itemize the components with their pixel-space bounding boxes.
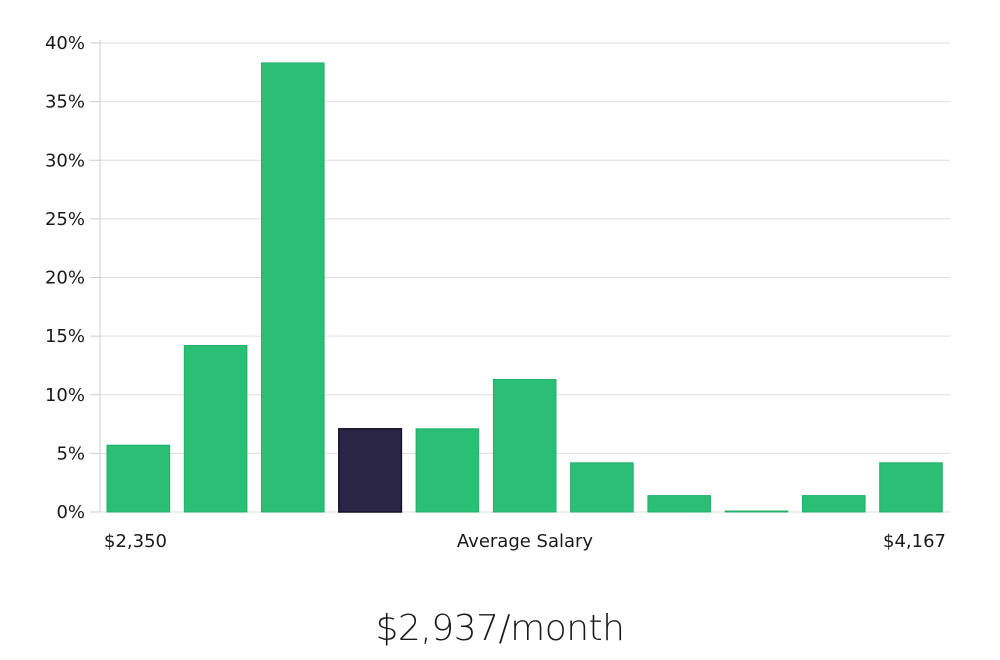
y-tick-label: 40%: [45, 33, 85, 54]
bar-highlighted: [338, 428, 403, 513]
y-tick-label: 35%: [45, 92, 85, 113]
y-tick-label: 30%: [45, 150, 85, 171]
y-tick-label: 5%: [56, 443, 85, 464]
bar: [570, 462, 634, 513]
bar: [647, 495, 712, 513]
salary-histogram-chart: 0% 5% 10% 15% 20% 25% 30% 35% 40% $2,350 Average…: [45, 33, 950, 552]
bar: [415, 428, 480, 513]
x-axis-title: Average Salary: [457, 531, 594, 552]
bar: [183, 345, 248, 513]
bar: [802, 495, 866, 513]
bar: [492, 379, 557, 513]
y-tick-label: 20%: [45, 268, 85, 289]
y-tick-label: 15%: [45, 326, 85, 347]
average-salary-summary: $2,937/month: [375, 608, 625, 649]
x-max-label: $4,167: [883, 531, 946, 552]
bars: [106, 62, 943, 513]
y-tick-label: 0%: [56, 502, 85, 523]
y-tick-label: 25%: [45, 209, 85, 230]
bar: [724, 510, 789, 513]
y-axis-ticks: 0% 5% 10% 15% 20% 25% 30% 35% 40%: [45, 33, 100, 523]
bar: [261, 62, 325, 513]
bar: [106, 444, 171, 513]
y-tick-label: 10%: [45, 385, 85, 406]
x-min-label: $2,350: [104, 531, 167, 552]
bar: [879, 462, 943, 513]
